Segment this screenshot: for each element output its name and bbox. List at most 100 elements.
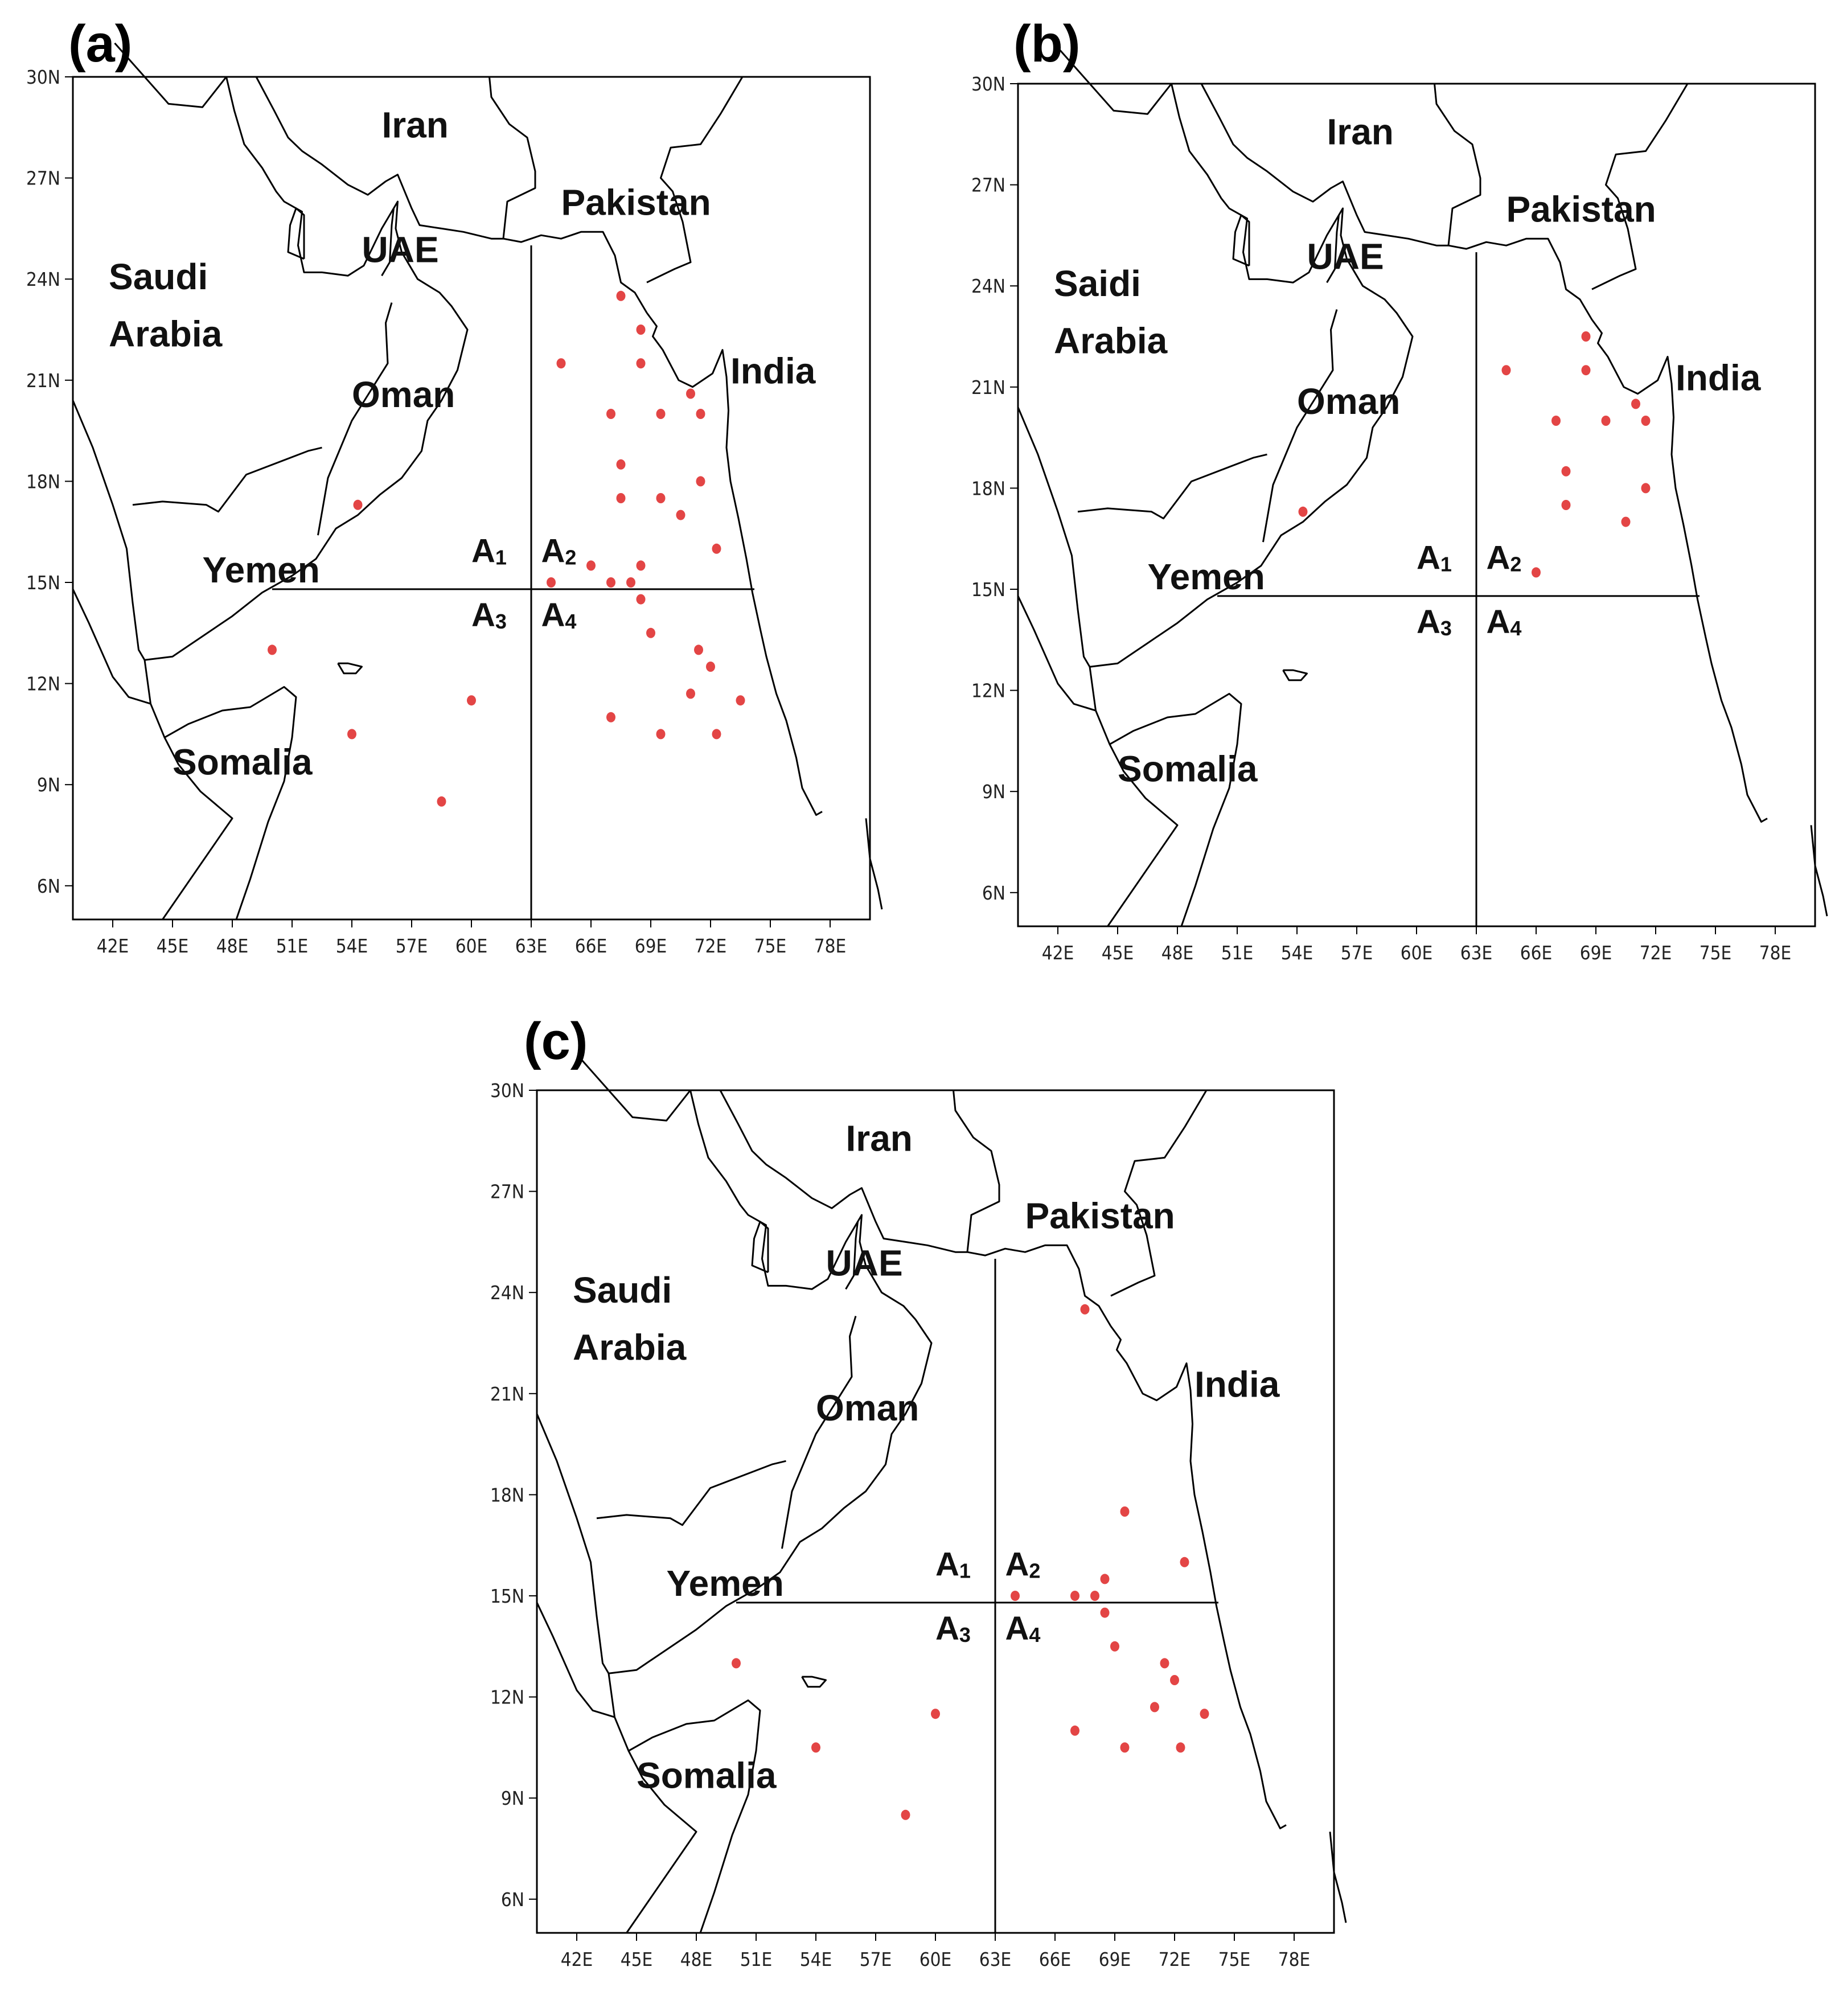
observation-point <box>1551 416 1561 426</box>
somalia-coast <box>607 1673 761 1933</box>
observation-point <box>586 560 596 571</box>
label-area-a3: A3 <box>935 1610 971 1647</box>
observation-point <box>694 644 703 655</box>
lon-tick-label: 42E <box>1042 942 1074 964</box>
observation-point <box>1200 1709 1209 1719</box>
map-frame <box>536 1056 1347 1934</box>
lat-tick-label: 9N <box>501 1787 524 1809</box>
coastlines <box>1017 49 1828 927</box>
somalia-border <box>162 737 233 920</box>
label-area-a4: A4 <box>541 597 577 634</box>
lon-tick-label: 63E <box>979 1948 1012 1970</box>
label-iran: Iran <box>382 105 449 146</box>
lon-tick-label: 69E <box>635 935 667 957</box>
label-iran: Iran <box>1327 112 1394 153</box>
lon-tick-label: 72E <box>695 935 727 957</box>
observation-point <box>1581 331 1591 342</box>
lon-tick-label: 66E <box>575 935 607 957</box>
observation-point <box>1080 1304 1090 1315</box>
observation-point <box>636 325 646 335</box>
observation-point <box>1561 466 1571 477</box>
arabia-coast <box>1017 83 1414 668</box>
label-area-a1: A1 <box>471 533 507 570</box>
oman-yemen-border <box>317 302 393 536</box>
pakistan-coast <box>503 231 648 314</box>
observation-point <box>1621 516 1631 527</box>
label-saudi-line1: Saudi <box>573 1270 672 1311</box>
observation-point <box>1110 1641 1119 1652</box>
observation-point <box>556 358 566 369</box>
axis-ticks: 42E 45E 48E 51E 54E 57E 60E 63E 66E 69E 72E 75E 78E 3… <box>971 73 1791 964</box>
observation-point <box>606 712 615 722</box>
label-india: India <box>730 351 816 392</box>
iraq-kuwait <box>1059 49 1172 115</box>
lon-tick-label: 66E <box>1039 1948 1072 1970</box>
label-somalia: Somalia <box>637 1755 777 1796</box>
lat-tick-label: 18N <box>490 1484 524 1506</box>
observation-point <box>736 695 745 706</box>
observation-point <box>646 627 655 638</box>
saudi-yemen-border <box>1077 453 1267 520</box>
qatar <box>287 207 305 260</box>
observation-point <box>268 644 277 655</box>
label-oman: Oman <box>1297 381 1400 422</box>
observation-point <box>686 388 695 399</box>
label-oman: Oman <box>816 1387 919 1428</box>
sri-lanka <box>1810 825 1828 917</box>
iran-coast <box>1200 83 1448 247</box>
lon-tick-label: 54E <box>800 1948 832 1970</box>
lat-tick-label: 6N <box>37 875 60 897</box>
plot-border <box>1017 83 1816 927</box>
ras-musandam-border <box>845 1221 859 1290</box>
observation-points <box>1298 331 1651 578</box>
qatar <box>1232 214 1250 267</box>
somalia-coast <box>1089 666 1242 927</box>
lon-tick-label: 48E <box>216 935 249 957</box>
lon-tick-label: 54E <box>336 935 368 957</box>
observation-point <box>1581 365 1591 376</box>
lat-tick-label: 9N <box>37 774 60 796</box>
iran-pak-border <box>489 76 536 239</box>
observation-point <box>811 1742 820 1753</box>
panel-label: (b) <box>1013 15 1080 73</box>
observation-point <box>656 409 666 419</box>
lat-tick-label: 9N <box>982 781 1005 803</box>
lat-tick-label: 15N <box>971 578 1005 601</box>
somalia-coast <box>143 659 297 920</box>
observation-point <box>686 688 695 699</box>
lat-tick-label: 18N <box>26 470 60 492</box>
lon-tick-label: 42E <box>561 1948 593 1970</box>
lon-tick-label: 63E <box>515 935 548 957</box>
map-panel-a: (a) 42E 45E 48E 51E 54E 57E 60E 63E 66E 69E 72E 75E… <box>0 0 888 979</box>
label-area-a3: A3 <box>1417 603 1452 640</box>
observation-point <box>1160 1658 1169 1669</box>
lon-tick-label: 75E <box>1700 942 1732 964</box>
observation-point <box>656 493 666 503</box>
socotra <box>1282 669 1308 681</box>
ras-musandam-border <box>1326 215 1340 284</box>
african-horn-inner <box>536 1602 615 1718</box>
map-panel-b: (b) 42E 45E 48E 51E 54E 57E 60E 63E 66E 69E 72E 75E… <box>945 7 1833 986</box>
iraq-kuwait <box>578 1056 691 1122</box>
observation-point <box>732 1658 741 1669</box>
observation-point <box>1631 399 1640 409</box>
lon-tick-label: 78E <box>1278 1948 1311 1970</box>
lon-tick-label: 45E <box>157 935 189 957</box>
observation-point <box>636 594 646 605</box>
iran-pak-border <box>953 1090 1000 1253</box>
lon-tick-label: 54E <box>1281 942 1313 964</box>
lon-tick-label: 57E <box>860 1948 892 1970</box>
observation-point <box>1601 416 1611 426</box>
iran-coast <box>255 76 503 240</box>
label-somalia: Somalia <box>173 741 313 782</box>
observation-point <box>616 493 626 503</box>
lon-tick-label: 69E <box>1099 1948 1131 1970</box>
lat-tick-label: 21N <box>490 1383 524 1405</box>
observation-point <box>1176 1742 1185 1753</box>
lat-tick-label: 12N <box>971 680 1005 702</box>
somalia-border <box>626 1750 697 1933</box>
lat-tick-label: 30N <box>971 73 1005 95</box>
label-area-a2: A2 <box>1487 540 1522 577</box>
observation-points <box>268 290 745 807</box>
plot-border <box>536 1089 1335 1934</box>
